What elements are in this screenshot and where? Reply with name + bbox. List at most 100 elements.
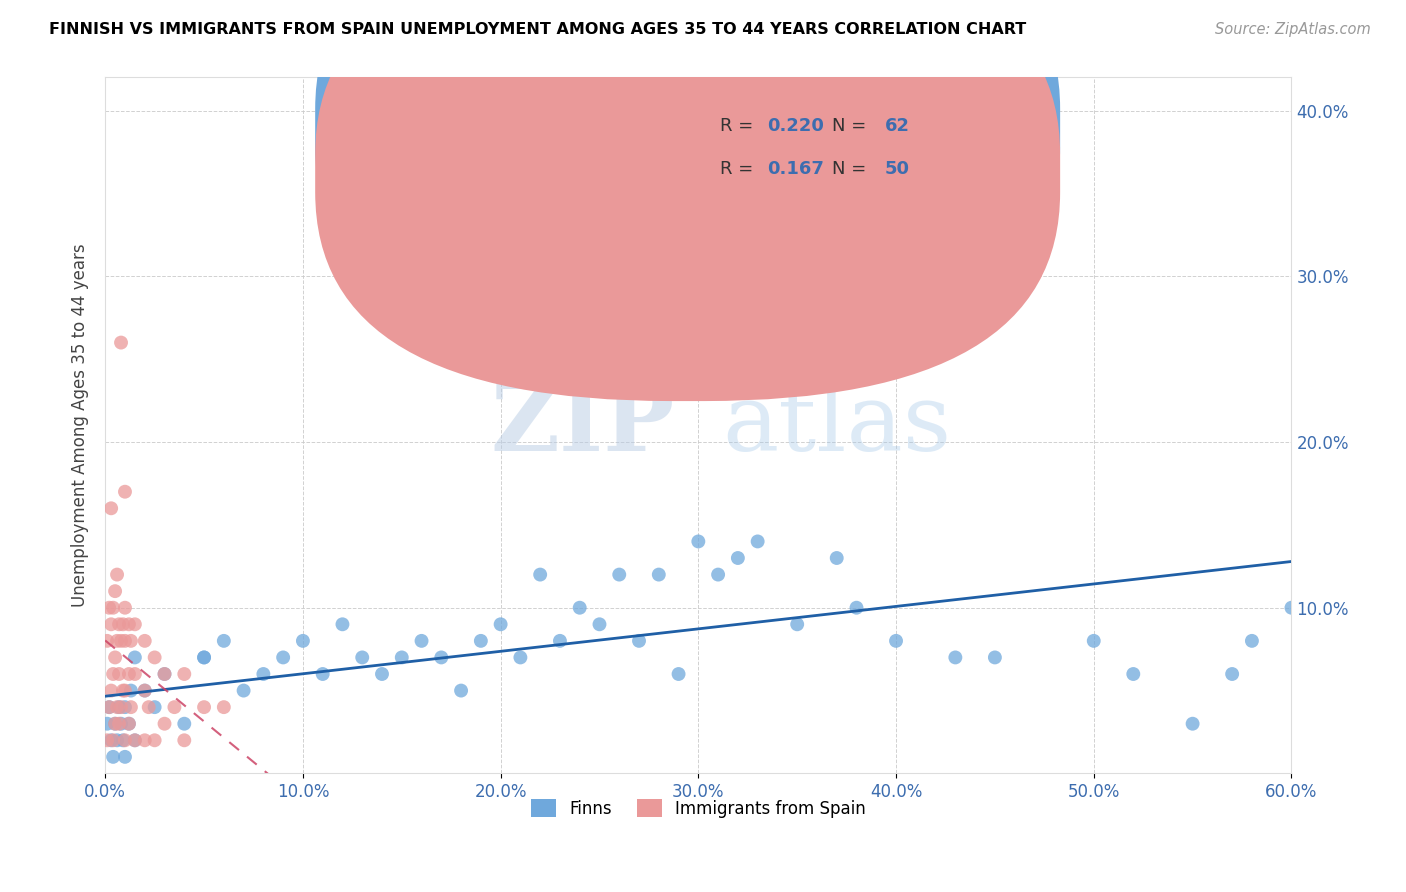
Point xyxy=(648,567,671,582)
Point xyxy=(114,749,136,764)
Point xyxy=(607,567,630,582)
Point xyxy=(153,667,176,681)
Point xyxy=(114,484,136,499)
Point xyxy=(108,700,131,714)
Point xyxy=(212,633,235,648)
Point xyxy=(1281,600,1303,615)
Point xyxy=(118,667,141,681)
Point xyxy=(104,650,127,665)
Point xyxy=(114,700,136,714)
Point xyxy=(104,716,127,731)
Point xyxy=(111,683,134,698)
Point xyxy=(430,650,453,665)
Point xyxy=(470,633,492,648)
Point xyxy=(110,716,132,731)
Point xyxy=(118,617,141,632)
Point xyxy=(163,700,186,714)
Point xyxy=(118,716,141,731)
Point xyxy=(173,733,195,747)
Point xyxy=(124,733,146,747)
Point xyxy=(134,683,156,698)
Text: 0.167: 0.167 xyxy=(768,161,824,178)
Point xyxy=(884,633,907,648)
Text: R =: R = xyxy=(720,117,759,136)
FancyBboxPatch shape xyxy=(315,0,1060,356)
Point xyxy=(134,683,156,698)
Point xyxy=(1083,633,1105,648)
Point xyxy=(143,700,166,714)
Point xyxy=(193,650,215,665)
Point xyxy=(101,600,124,615)
Point xyxy=(312,667,335,681)
Point xyxy=(105,567,128,582)
Point xyxy=(212,700,235,714)
Point xyxy=(391,650,413,665)
Y-axis label: Unemployment Among Ages 35 to 44 years: Unemployment Among Ages 35 to 44 years xyxy=(72,244,89,607)
Point xyxy=(193,650,215,665)
Point xyxy=(450,683,472,698)
Point xyxy=(104,716,127,731)
Point xyxy=(98,700,121,714)
Point xyxy=(232,683,254,698)
Point xyxy=(252,667,274,681)
Point xyxy=(489,617,512,632)
Point xyxy=(627,633,650,648)
Point xyxy=(101,667,124,681)
Text: 0.220: 0.220 xyxy=(768,117,824,136)
Point xyxy=(688,534,710,549)
Point xyxy=(108,617,131,632)
Point xyxy=(707,567,730,582)
Point xyxy=(271,650,294,665)
Point xyxy=(173,716,195,731)
Point xyxy=(100,733,122,747)
Point xyxy=(943,650,966,665)
Point xyxy=(1024,186,1046,201)
Point xyxy=(173,667,195,681)
Point xyxy=(1240,633,1263,648)
Point xyxy=(98,700,121,714)
Point xyxy=(124,667,146,681)
Point xyxy=(120,683,142,698)
Point xyxy=(509,650,531,665)
Point xyxy=(96,716,118,731)
Point xyxy=(100,501,122,516)
Point xyxy=(110,700,132,714)
Point xyxy=(111,733,134,747)
Point xyxy=(845,600,868,615)
Point xyxy=(588,617,610,632)
Point xyxy=(118,716,141,731)
Point xyxy=(134,733,156,747)
Point xyxy=(153,716,176,731)
Point xyxy=(548,633,571,648)
FancyBboxPatch shape xyxy=(315,0,1060,401)
Point xyxy=(114,683,136,698)
Point xyxy=(138,700,160,714)
Point xyxy=(114,733,136,747)
Point xyxy=(101,733,124,747)
Point xyxy=(825,551,848,566)
Point xyxy=(120,633,142,648)
Point xyxy=(98,600,121,615)
Text: ZIP: ZIP xyxy=(491,380,675,470)
Point xyxy=(96,633,118,648)
Point xyxy=(110,335,132,350)
Point xyxy=(332,617,354,632)
Point xyxy=(371,667,394,681)
Point xyxy=(1181,716,1204,731)
Point xyxy=(114,600,136,615)
Point xyxy=(352,650,374,665)
Point xyxy=(529,567,551,582)
Point xyxy=(134,633,156,648)
FancyBboxPatch shape xyxy=(647,89,980,209)
Point xyxy=(105,633,128,648)
Point xyxy=(124,617,146,632)
Point xyxy=(143,650,166,665)
Legend: Finns, Immigrants from Spain: Finns, Immigrants from Spain xyxy=(524,793,873,824)
Point xyxy=(668,667,690,681)
Text: 62: 62 xyxy=(884,117,910,136)
Point xyxy=(153,667,176,681)
Point xyxy=(111,617,134,632)
Point xyxy=(1220,667,1243,681)
Point xyxy=(747,534,769,549)
Point xyxy=(96,733,118,747)
